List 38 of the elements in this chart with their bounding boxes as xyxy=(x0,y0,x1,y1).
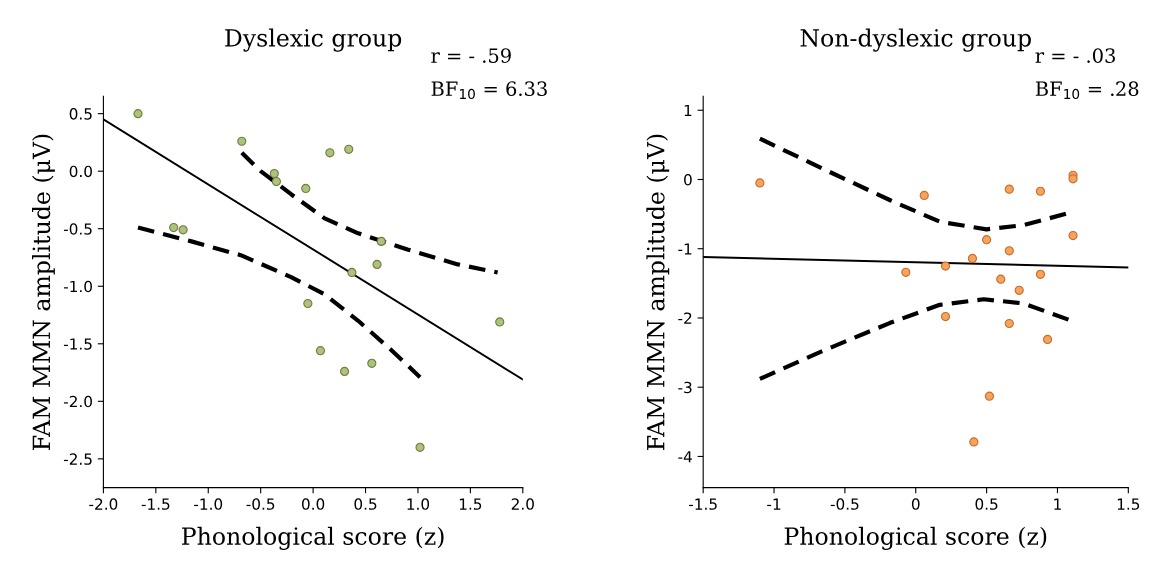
x-tick-label: -0.5 xyxy=(246,498,275,510)
y-tick-label: -1.0 xyxy=(63,280,92,293)
x-tick-label: 1.0 xyxy=(407,498,430,510)
y-tick-label: -0.5 xyxy=(63,223,92,235)
x-tick-label: -1 xyxy=(767,498,781,510)
chart-title: Non-dyslexic group xyxy=(800,28,1031,52)
text: r = - .59 xyxy=(431,48,511,63)
y-axis-title: FAM MMN amplitude (μV) xyxy=(32,134,55,450)
annotation: BF$_{10}$ = .28 xyxy=(1035,81,1139,100)
x-tick-label: -2.0 xyxy=(89,498,118,510)
x-tick-label: -0.5 xyxy=(830,498,859,510)
annotation: BF$_{10}$ = 6.33 xyxy=(431,81,547,100)
y-tick-label: 0.0 xyxy=(69,165,92,178)
y-tick-label: 0 xyxy=(684,173,692,186)
y-tick-label: -1.5 xyxy=(63,338,92,350)
x-axis-title: Phonological score (z) xyxy=(784,526,1047,550)
y-tick-label: -2.0 xyxy=(63,395,92,408)
x-axis-title: Phonological score (z) xyxy=(182,526,444,550)
y-tick-label: -1 xyxy=(678,243,692,255)
y-axis-title: FAM MMN amplitude (μV) xyxy=(646,134,670,450)
x-tick-label: -1.0 xyxy=(194,498,223,510)
x-tick-label: 1.5 xyxy=(1117,498,1140,510)
y-tick-label: 1 xyxy=(684,104,692,117)
x-tick-label: 0.5 xyxy=(354,498,377,510)
y-tick-label: -2 xyxy=(678,312,692,324)
y-tick-label: -4 xyxy=(678,451,692,463)
x-tick-label: 1 xyxy=(1054,498,1061,510)
y-tick-label: 0.5 xyxy=(69,108,92,120)
y-tick-label: -2.5 xyxy=(63,453,92,465)
chart-title: Dyslexic group xyxy=(225,28,402,52)
x-tick-label: 0.0 xyxy=(301,498,325,510)
y-tick-label: -3 xyxy=(678,381,692,394)
text: r = - .03 xyxy=(1035,48,1115,63)
x-tick-label: -1.5 xyxy=(141,498,170,510)
x-tick-label: 0.5 xyxy=(975,498,998,510)
x-tick-label: 0 xyxy=(911,498,920,510)
x-tick-label: 1.5 xyxy=(459,498,482,510)
x-tick-label: 2.0 xyxy=(511,498,534,510)
